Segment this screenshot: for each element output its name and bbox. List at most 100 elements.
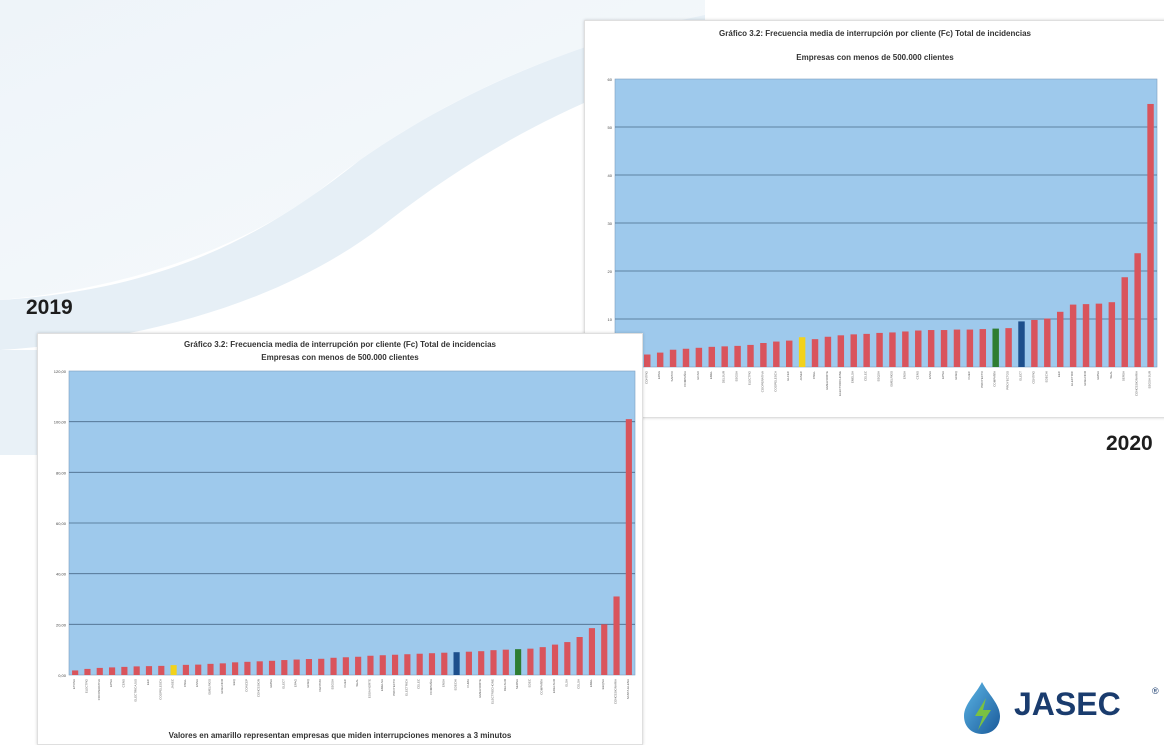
x-tick-label: EEGSA SUR: [1148, 370, 1152, 388]
x-tick-label: PROYECTO: [392, 678, 396, 695]
x-tick-label: EMELRIOS: [889, 371, 893, 387]
bar: [564, 642, 571, 675]
bar: [966, 329, 974, 367]
bar: [404, 654, 411, 675]
bar: [625, 419, 632, 675]
bar: [979, 329, 987, 367]
bar: [145, 666, 153, 675]
chart-subtitle-2019: Empresas con menos de 500.000 clientes: [261, 353, 419, 362]
x-tick-label: EDELSUR: [552, 678, 556, 693]
bar: [539, 647, 546, 675]
bar: [850, 334, 857, 367]
bar: [281, 660, 288, 675]
bar: [1018, 321, 1025, 367]
x-tick-label: CONCESION: [257, 679, 261, 697]
x-tick-label: ELECTRIC: [1070, 370, 1074, 386]
x-tick-label: EMELSA: [851, 371, 855, 383]
bar: [747, 344, 754, 367]
bar: [527, 648, 534, 675]
x-tick-label: ESSA: [195, 679, 199, 687]
bar: [902, 331, 909, 367]
x-tick-label: EDECHI: [1044, 371, 1048, 383]
x-tick-label: CELSA: [577, 679, 581, 689]
bar: [734, 345, 741, 367]
x-tick-label: SEAL: [355, 679, 359, 687]
x-tick-label: EDECHI: [454, 679, 458, 691]
x-tick-label: COMPAÑÍA: [539, 679, 544, 695]
bar: [837, 335, 845, 367]
x-tick-label: COOPELESCA: [158, 679, 162, 700]
bar: [773, 341, 780, 367]
chart-footnote-2019: Valores en amarillo representan empresas…: [168, 731, 512, 740]
x-tick-label: EEGSA: [331, 679, 335, 689]
x-tick-label: CONCESIONARIA: [1135, 371, 1139, 396]
x-tick-label: CENS: [121, 679, 125, 687]
bar: [588, 628, 596, 675]
x-tick-label: PROYECTOS: [1006, 371, 1010, 390]
bar: [1147, 103, 1154, 368]
bar: [927, 330, 935, 367]
bar: [379, 655, 386, 675]
chart-title-2019: Gráfico 3.2: Frecuencia media de interru…: [184, 340, 496, 349]
bar: [1095, 303, 1103, 367]
bar-chart-2019: 0,00 20,00 40,00 60,00 80,00 100,00 120,00 ETOS…: [54, 369, 636, 704]
bar: [785, 340, 793, 367]
x-tick-label: CENTRO: [318, 678, 322, 691]
y-tick-label: 40,00: [56, 572, 67, 577]
x-tick-label: ENSA: [902, 371, 906, 379]
logo-text: JASEC: [1014, 686, 1121, 722]
x-tick-label: COOPERATIVA: [97, 679, 101, 700]
x-tick-label: CELEC: [864, 370, 868, 381]
background-decoration: [0, 0, 705, 455]
bar: [889, 332, 896, 367]
bar: [158, 665, 165, 675]
x-tick-label: DELSUR: [503, 678, 507, 691]
bar: [207, 663, 214, 675]
x-tick-label: FUMA: [466, 679, 470, 688]
bar: [96, 667, 103, 675]
x-tick-label: ETOSA: [72, 679, 76, 689]
x-tick-label: COOPERATIVA: [760, 371, 764, 392]
x-tick-label: SERSA: [1122, 371, 1126, 381]
bar: [1108, 302, 1116, 367]
bar: [391, 654, 399, 675]
bar: [915, 330, 922, 367]
bar: [811, 339, 819, 367]
bar: [268, 660, 276, 675]
x-tick-label: EMELNORTE: [478, 679, 482, 698]
bar: [695, 347, 703, 367]
x-tick-label: EPAG: [294, 678, 298, 687]
x-tick-label: EDEQ: [306, 678, 310, 687]
bar: [502, 649, 509, 675]
y-tick-label: 60: [608, 77, 613, 82]
x-tick-label: EMELSA: [380, 679, 384, 691]
drop-lightning-icon: [964, 682, 1000, 734]
x-tick-label: CHEC: [343, 678, 347, 687]
x-tick-label: EPSA: [941, 371, 945, 379]
x-tick-label: ELECTROCHONE: [838, 371, 842, 396]
bar: [863, 333, 870, 367]
bar: [760, 343, 767, 367]
x-tick-label: CENS: [915, 371, 919, 379]
chart-subtitle-2020: Empresas con menos de 500.000 clientes: [796, 53, 954, 62]
bar: [515, 649, 522, 675]
bar: [170, 665, 177, 675]
bar: [953, 329, 961, 367]
bar: [441, 652, 448, 675]
y-tick-label: 0,00: [58, 673, 67, 678]
x-tick-label: CENTRO: [1031, 370, 1035, 383]
bar: [342, 657, 349, 675]
bar: [244, 661, 251, 675]
bar: [798, 337, 806, 367]
bar: [490, 650, 497, 675]
bar: [576, 637, 583, 675]
x-tick-label: EDEC: [527, 678, 531, 687]
x-tick-label: EEQ: [232, 678, 236, 685]
x-tick-label: EEQSA: [601, 679, 605, 689]
x-tick-label: ESSA NORTE: [367, 679, 371, 698]
bar: [318, 658, 325, 675]
bar: [195, 664, 202, 675]
x-tick-label: CNEL: [812, 371, 816, 379]
bar: [219, 663, 226, 675]
x-tick-label: EEQSA: [877, 371, 881, 381]
